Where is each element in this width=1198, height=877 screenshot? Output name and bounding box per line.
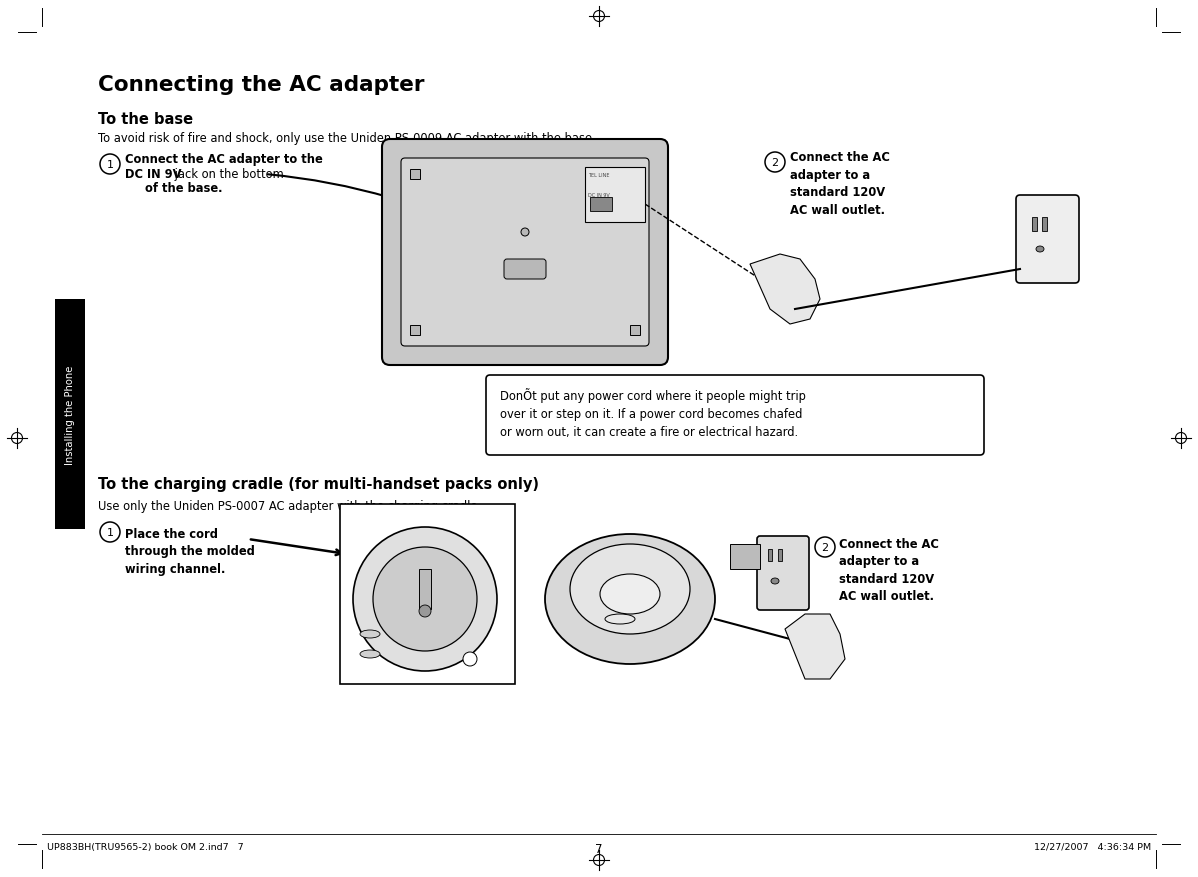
- Text: To the charging cradle (for multi-handset packs only): To the charging cradle (for multi-handse…: [98, 476, 539, 491]
- FancyBboxPatch shape: [382, 139, 668, 366]
- Circle shape: [419, 605, 431, 617]
- Text: 2: 2: [772, 158, 779, 168]
- Bar: [589, 198, 612, 211]
- Ellipse shape: [600, 574, 660, 614]
- Text: Connect the AC
adapter to a
standard 120V
AC wall outlet.: Connect the AC adapter to a standard 120…: [839, 538, 939, 602]
- Text: 1: 1: [107, 527, 114, 538]
- Text: To avoid risk of fire and shock, only use the Uniden PS-0009 AC adapter with the: To avoid risk of fire and shock, only us…: [98, 132, 595, 145]
- Text: Use only the Uniden PS-0007 AC adapter with the charging cradle.: Use only the Uniden PS-0007 AC adapter w…: [98, 499, 482, 512]
- Bar: [340, 504, 515, 684]
- Text: Installing the Phone: Installing the Phone: [65, 365, 75, 464]
- Bar: [1042, 217, 1047, 232]
- Bar: [419, 569, 431, 610]
- Polygon shape: [750, 254, 819, 324]
- Ellipse shape: [545, 534, 715, 664]
- Ellipse shape: [772, 578, 779, 584]
- Bar: [55, 300, 85, 530]
- Text: Connect the AC adapter to the: Connect the AC adapter to the: [125, 153, 322, 166]
- Text: UP883BH(TRU9565-2) book OM 2.ind7   7: UP883BH(TRU9565-2) book OM 2.ind7 7: [47, 842, 243, 851]
- Bar: [410, 170, 420, 180]
- Bar: [630, 325, 640, 336]
- FancyBboxPatch shape: [1016, 196, 1079, 283]
- Text: 2: 2: [822, 542, 829, 553]
- Text: jack on the bottom: jack on the bottom: [171, 168, 284, 181]
- Ellipse shape: [605, 614, 635, 624]
- Text: 12/27/2007   4:36:34 PM: 12/27/2007 4:36:34 PM: [1034, 842, 1151, 851]
- Text: Connecting the AC adapter: Connecting the AC adapter: [98, 75, 424, 95]
- FancyBboxPatch shape: [401, 159, 649, 346]
- Text: DC IN 9V: DC IN 9V: [588, 193, 610, 198]
- Polygon shape: [785, 614, 845, 679]
- Bar: [778, 549, 782, 561]
- Bar: [410, 325, 420, 336]
- Circle shape: [521, 229, 530, 237]
- Text: DC IN 9V: DC IN 9V: [125, 168, 182, 181]
- Text: TEL LINE: TEL LINE: [588, 173, 610, 178]
- FancyBboxPatch shape: [757, 537, 809, 610]
- Bar: [730, 545, 760, 569]
- Bar: [630, 170, 640, 180]
- Text: DonÕt put any power cord where it people might trip
over it or step on it. If a : DonÕt put any power cord where it people…: [500, 388, 806, 438]
- Circle shape: [373, 547, 477, 652]
- Bar: [768, 549, 772, 561]
- Ellipse shape: [570, 545, 690, 634]
- FancyBboxPatch shape: [486, 375, 984, 455]
- Text: Connect the AC
adapter to a
standard 120V
AC wall outlet.: Connect the AC adapter to a standard 120…: [789, 151, 890, 217]
- Text: Place the cord
through the molded
wiring channel.: Place the cord through the molded wiring…: [125, 527, 255, 575]
- FancyBboxPatch shape: [504, 260, 546, 280]
- Bar: [585, 168, 645, 223]
- Ellipse shape: [1036, 246, 1043, 253]
- Text: 7: 7: [595, 842, 603, 855]
- Circle shape: [353, 527, 497, 671]
- Circle shape: [462, 652, 477, 667]
- Ellipse shape: [361, 650, 380, 659]
- Text: of the base.: of the base.: [145, 182, 223, 195]
- Ellipse shape: [361, 631, 380, 638]
- Text: 1: 1: [107, 160, 114, 170]
- Bar: [1031, 217, 1037, 232]
- Text: To the base: To the base: [98, 112, 193, 127]
